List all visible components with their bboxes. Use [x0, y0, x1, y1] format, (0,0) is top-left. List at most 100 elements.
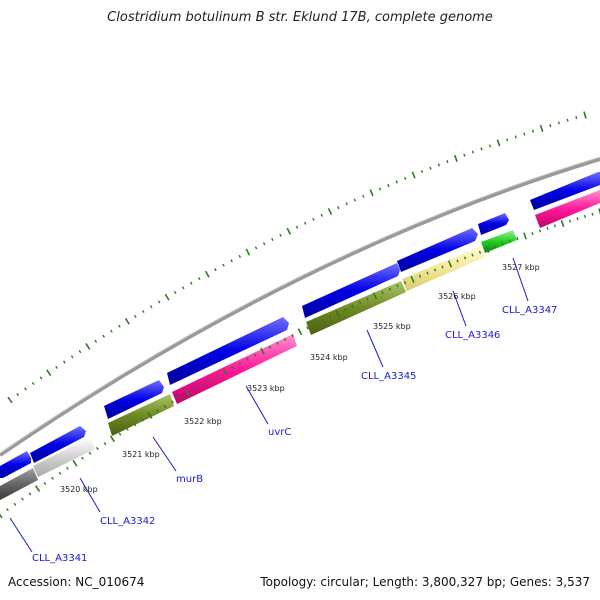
tick-mark [437, 163, 441, 167]
tick-mark [230, 259, 233, 263]
tick-mark [246, 357, 249, 361]
tick-mark [335, 309, 340, 317]
tick-mark [327, 207, 333, 215]
tick-mark [214, 268, 217, 272]
feature-track [0, 190, 600, 500]
tick-mark [433, 268, 437, 272]
tick-mark [514, 135, 517, 139]
tick-mark [55, 365, 58, 369]
cds-arrow[interactable] [0, 451, 31, 478]
gene-label[interactable]: uvrC [268, 427, 291, 438]
tick-mark [133, 314, 137, 318]
tick-mark [351, 304, 354, 308]
tick-mark [163, 404, 167, 408]
feature-green-3347[interactable] [481, 230, 517, 253]
cds-arrow[interactable] [302, 263, 400, 318]
tick-mark [81, 456, 84, 460]
tick-mark [369, 189, 374, 197]
tick-mark [378, 187, 382, 191]
tick-mark [197, 277, 201, 281]
feature-pink-right[interactable] [535, 190, 600, 228]
tick-mark [418, 274, 422, 278]
gene-label[interactable]: CLL_A3346 [445, 330, 500, 341]
tick-mark [208, 378, 212, 382]
tick-mark [523, 132, 526, 136]
tick-mark [141, 418, 144, 422]
gene-labels: CLL_A3341 CLL_A3342 murB uvrC CLL_A3345 … [32, 305, 557, 564]
tick-mark [58, 471, 62, 475]
tick-mark [28, 492, 32, 496]
cds-arrow[interactable] [530, 172, 600, 210]
tick-mark [583, 214, 587, 218]
tick-mark [297, 328, 303, 336]
tick-mark [506, 138, 509, 142]
tick-mark [46, 369, 52, 377]
feature-dark-grey[interactable] [0, 468, 38, 500]
cds-arrow[interactable] [167, 317, 289, 385]
tick-mark [539, 124, 544, 132]
tick-mark [103, 442, 107, 446]
tick-mark [549, 124, 552, 128]
tick-mark [156, 409, 159, 413]
tick-mark [283, 337, 287, 341]
tick-mark [560, 219, 565, 228]
tick-mark [576, 217, 579, 221]
tick-mark [238, 361, 242, 365]
gene-label[interactable]: CLL_A3347 [502, 305, 557, 316]
tick-mark [31, 381, 35, 385]
gene-label[interactable]: CLL_A3342 [100, 516, 155, 527]
tick-mark [110, 329, 113, 333]
tick-mark [118, 432, 122, 436]
scale-label: 3524 kbp [310, 353, 348, 362]
tick-mark [566, 118, 569, 122]
tick-mark [471, 150, 475, 154]
tick-mark [453, 154, 458, 162]
scale-label: 3521 kbp [122, 450, 160, 459]
gene-label[interactable]: CLL_A3345 [361, 371, 416, 382]
tick-mark [6, 508, 9, 512]
feature-olive-3345[interactable] [306, 281, 406, 335]
scale-label: 3523 kbp [247, 384, 285, 393]
tick-mark [204, 270, 210, 278]
tick-mark [279, 233, 282, 237]
backbone-highlight [0, 156, 600, 454]
tick-mark [523, 232, 527, 240]
cds-arrow[interactable] [397, 228, 478, 272]
tick-mark [387, 183, 390, 188]
tick-mark [372, 292, 378, 300]
tick-mark [485, 245, 490, 253]
tick-mark [496, 139, 501, 147]
tick-mark [222, 368, 228, 376]
feature-olive-murB[interactable] [108, 394, 174, 436]
tick-mark [312, 217, 315, 221]
cds-arrow[interactable] [478, 213, 509, 235]
gene-label[interactable]: murB [176, 474, 203, 485]
gene-label[interactable]: CLL_A3341 [32, 553, 87, 564]
tick-mark [189, 281, 193, 285]
tick-mark [388, 287, 392, 291]
tick-mark [303, 221, 307, 225]
tick-mark [362, 194, 365, 198]
tick-mark [538, 229, 542, 233]
tick-mark [429, 166, 432, 170]
tick-mark [238, 254, 242, 259]
cds-arrow[interactable] [30, 426, 86, 463]
tick-mark [231, 365, 234, 370]
tick-mark [262, 242, 266, 246]
tick-mark [254, 246, 258, 250]
tick-mark [66, 466, 69, 470]
tick-mark [463, 153, 466, 157]
tick-mark [546, 226, 549, 230]
tick-mark [410, 275, 415, 283]
tick-mark [493, 245, 497, 249]
feature-light-grey[interactable] [33, 437, 95, 477]
tick-mark [313, 322, 317, 326]
tick-mark [39, 376, 43, 380]
tick-mark [216, 374, 219, 378]
scale-label: 3526 kbp [438, 292, 476, 301]
tick-mark [13, 502, 17, 506]
tick-mark [337, 206, 340, 210]
outer-tick-ring [7, 111, 587, 404]
cds-arrow[interactable] [104, 380, 164, 419]
feature-pink-uvrC[interactable] [172, 334, 297, 404]
